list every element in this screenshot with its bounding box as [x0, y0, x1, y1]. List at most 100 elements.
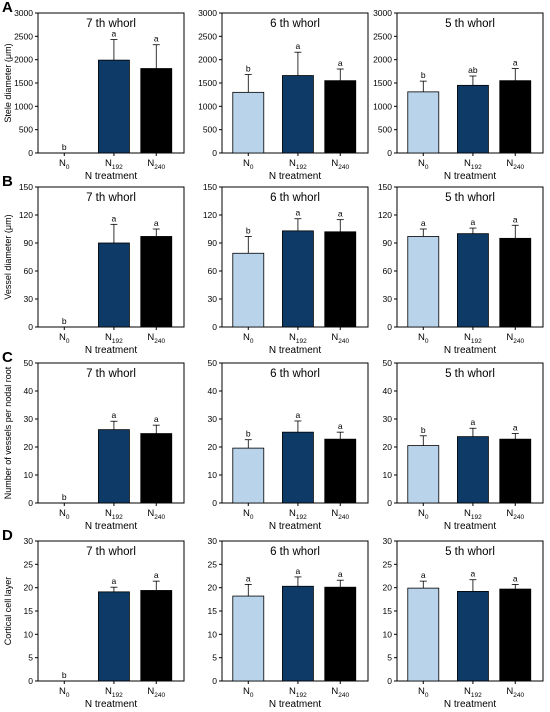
x-tick-label-base: N	[289, 158, 296, 169]
significance-letter: b	[62, 492, 67, 502]
x-tick-label: N0	[243, 508, 254, 521]
y-tick-label: 10	[208, 629, 218, 639]
y-tick-label: 30	[24, 536, 34, 546]
x-tick-label-base: N	[331, 508, 338, 519]
y-tick-label: 0	[387, 676, 392, 686]
x-tick-label-base: N	[464, 686, 471, 697]
bar-n192	[457, 84, 489, 154]
y-tick-label: 2500	[14, 31, 33, 41]
x-tick-label-base: N	[289, 508, 296, 519]
significance-letter: ab	[468, 65, 478, 75]
y-tick-label: 1500	[198, 78, 217, 88]
significance-letter: a	[154, 414, 159, 424]
x-axis-label: N treatment	[269, 521, 321, 532]
x-tick-label-base: N	[464, 158, 471, 169]
y-tick-label: 500	[378, 125, 392, 135]
x-tick-label-subscript: 0	[250, 338, 254, 345]
bar-n0	[407, 236, 440, 328]
x-tick-label-subscript: 192	[112, 338, 123, 345]
x-tick-label: N0	[243, 332, 254, 345]
significance-letter: a	[513, 423, 518, 433]
y-tick-label: 500	[19, 125, 33, 135]
y-tick-label: 30	[383, 536, 393, 546]
x-tick-label-subscript: 0	[66, 514, 70, 521]
y-tick-label: 150	[203, 182, 217, 192]
x-tick-label: N192	[105, 332, 123, 345]
x-tick-label: N240	[147, 158, 165, 171]
bar-n192	[98, 59, 130, 154]
y-tick-label: 0	[387, 148, 392, 158]
significance-letter: a	[471, 217, 476, 227]
y-tick-label: 1500	[14, 78, 33, 88]
y-tick-label: 25	[24, 559, 34, 569]
y-tick-label: 60	[208, 266, 218, 276]
y-tick-label: 30	[24, 294, 34, 304]
x-tick-label: N192	[464, 158, 482, 171]
x-tick-label-base: N	[506, 686, 513, 697]
panel-label-b: B	[2, 173, 13, 190]
y-tick-label: 0	[212, 148, 217, 158]
bar-n0	[232, 252, 265, 328]
y-tick-label: 90	[24, 238, 34, 248]
panel-title: 6 th whorl	[270, 18, 320, 30]
bar-n240	[140, 590, 173, 682]
significance-letter: b	[246, 429, 251, 439]
x-tick-label-subscript: 192	[471, 338, 482, 345]
y-tick-label: 500	[203, 125, 217, 135]
x-tick-label-base: N	[418, 686, 425, 697]
x-tick-label-base: N	[59, 332, 66, 343]
y-tick-label: 1500	[373, 78, 392, 88]
bar-n0	[407, 445, 440, 504]
x-axis-label: N treatment	[444, 171, 496, 182]
significance-letter: a	[338, 58, 343, 68]
x-tick-label: N192	[464, 686, 482, 699]
bar-n192	[457, 436, 489, 504]
x-tick-label-subscript: 0	[250, 692, 254, 699]
x-tick-label-base: N	[243, 158, 250, 169]
y-tick-label: 1000	[198, 101, 217, 111]
x-tick-label-subscript: 192	[296, 692, 307, 699]
y-tick-label: 2000	[14, 55, 33, 65]
x-tick-label-base: N	[506, 508, 513, 519]
significance-letter: b	[62, 142, 67, 152]
y-tick-label: 15	[24, 606, 34, 616]
y-tick-label: 0	[28, 498, 33, 508]
bar-n192	[282, 75, 314, 154]
y-tick-label: 50	[208, 358, 218, 368]
y-tick-label: 25	[208, 559, 218, 569]
y-tick-label: 20	[383, 442, 393, 452]
panel-title: 7 th whorl	[86, 546, 136, 558]
y-tick-label: 20	[383, 583, 393, 593]
y-tick-label: 120	[19, 210, 33, 220]
x-axis-label: N treatment	[85, 345, 137, 356]
x-tick-label-subscript: 192	[112, 164, 123, 171]
bar-n192	[282, 585, 314, 682]
bar-n192	[98, 591, 130, 682]
x-tick-label-base: N	[289, 332, 296, 343]
x-tick-label: N0	[59, 158, 70, 171]
panel-label-c: C	[2, 349, 13, 366]
y-tick-label: 40	[383, 386, 393, 396]
y-tick-label: 50	[24, 358, 34, 368]
x-tick-label-subscript: 0	[250, 514, 254, 521]
significance-letter: a	[296, 41, 301, 51]
x-tick-label-base: N	[331, 686, 338, 697]
x-tick-label: N240	[147, 508, 165, 521]
x-tick-label-base: N	[464, 508, 471, 519]
y-tick-label: 20	[208, 442, 218, 452]
x-tick-label-subscript: 192	[112, 692, 123, 699]
x-tick-label-base: N	[418, 508, 425, 519]
x-tick-label: N0	[243, 158, 254, 171]
x-tick-label: N240	[331, 686, 349, 699]
x-axis-label: N treatment	[269, 171, 321, 182]
y-tick-label: 50	[383, 358, 393, 368]
x-tick-label: N192	[464, 508, 482, 521]
x-tick-label-base: N	[105, 686, 112, 697]
panel-a-3: 5 th whorl050010001500200025003000bN0abN…	[373, 8, 544, 182]
